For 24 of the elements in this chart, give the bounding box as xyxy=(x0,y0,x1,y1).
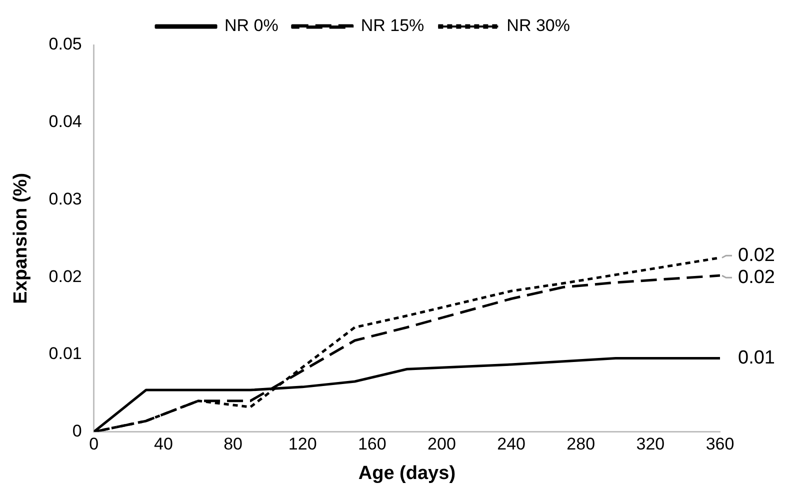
x-tick-label: 280 xyxy=(566,434,596,454)
x-tick-label: 0 xyxy=(89,434,99,454)
y-tick-label: 0 xyxy=(72,421,82,440)
y-tick-label: 0.02 xyxy=(48,266,82,286)
x-tick-label: 160 xyxy=(358,434,386,454)
y-tick-label: 0.05 xyxy=(48,34,82,54)
x-axis-title: Age (days) xyxy=(358,462,456,484)
y-tick-label: 0.03 xyxy=(48,189,82,208)
data-label: 0.02 xyxy=(738,266,775,288)
legend-label: NR 30% xyxy=(506,16,570,36)
x-tick-label: 40 xyxy=(154,434,173,454)
x-tick-label: 80 xyxy=(224,434,242,454)
data-label: 0.01 xyxy=(738,348,775,369)
legend-label: NR 15% xyxy=(360,16,424,36)
y-axis-title: Expansion (%) xyxy=(10,172,32,304)
x-tick-label: 360 xyxy=(706,434,734,454)
data-label: 0.02 xyxy=(738,244,775,266)
legend-label: NR 0% xyxy=(224,16,278,36)
x-tick-label: 240 xyxy=(497,434,526,454)
x-tick-label: 120 xyxy=(288,434,317,454)
x-tick-label: 320 xyxy=(636,434,665,454)
y-tick-label: 0.04 xyxy=(48,112,82,132)
x-tick-label: 200 xyxy=(428,434,456,454)
y-tick-label: 0.01 xyxy=(48,344,82,364)
